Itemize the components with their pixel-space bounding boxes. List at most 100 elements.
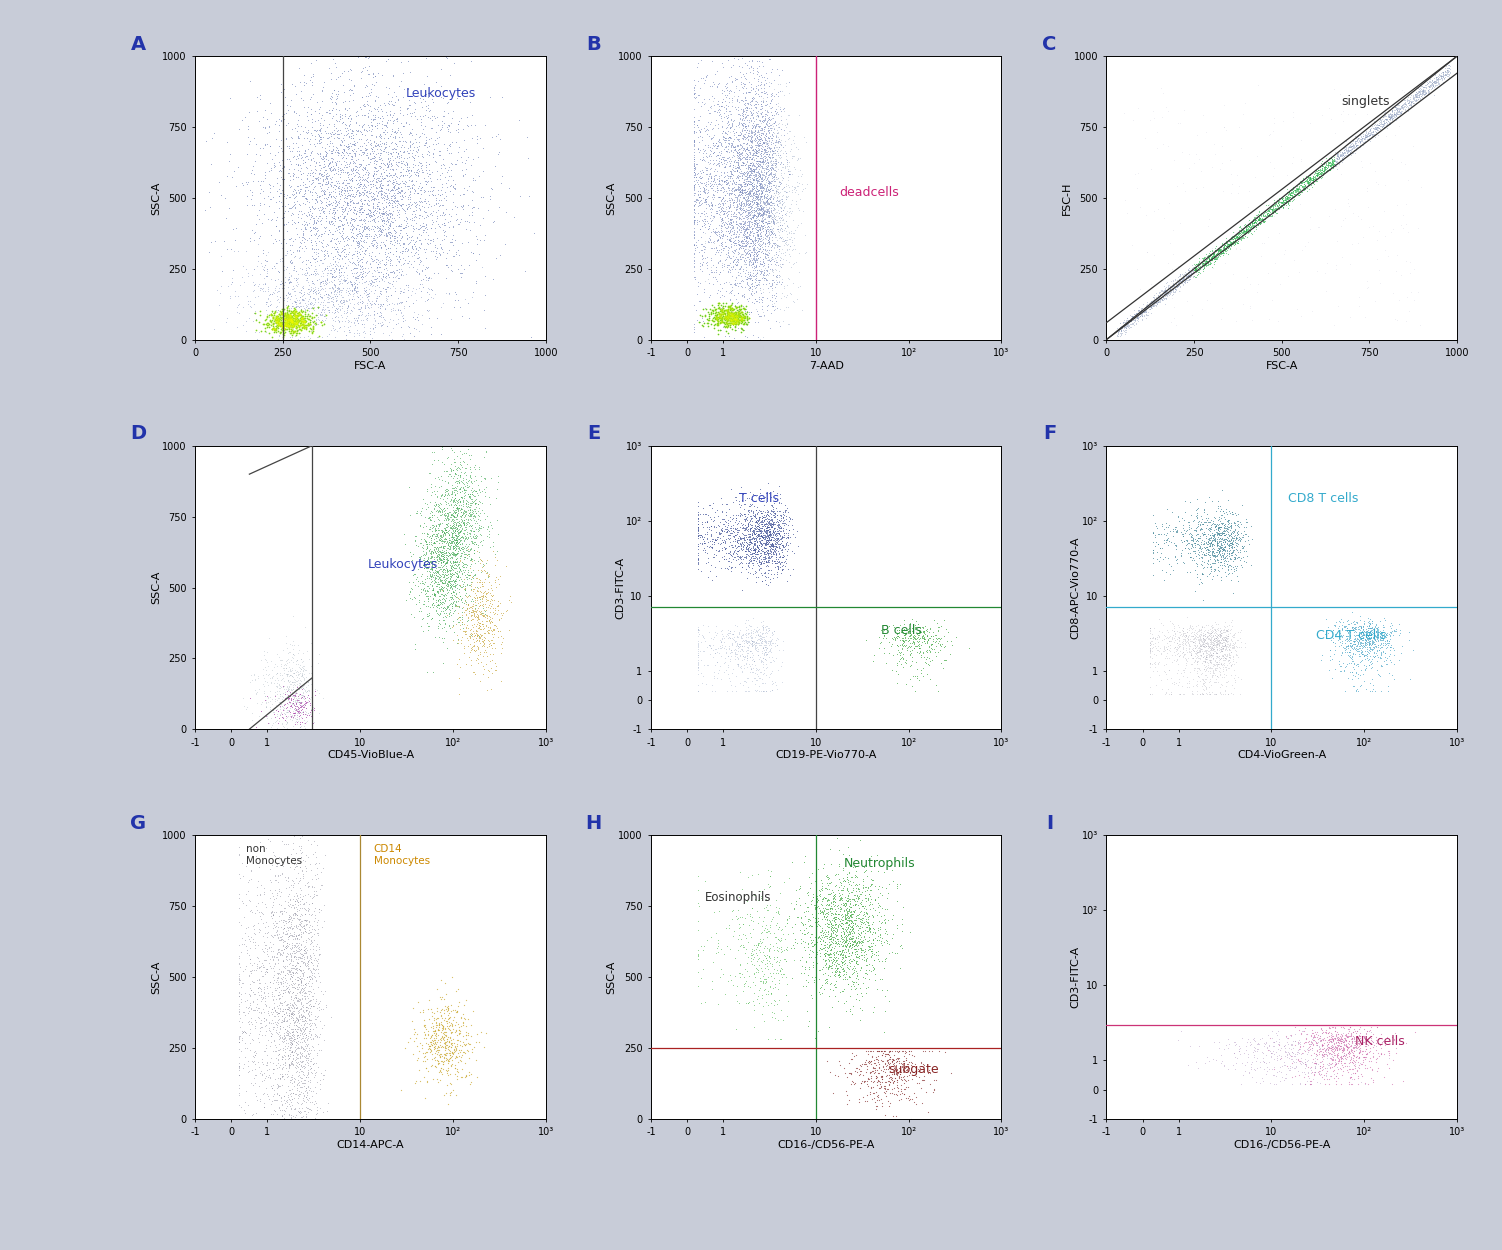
Point	[1185, 518, 1209, 538]
Point	[1209, 645, 1233, 665]
Point	[1217, 538, 1241, 558]
Point	[306, 299, 330, 319]
Point	[760, 234, 784, 254]
Point	[270, 904, 294, 924]
Point	[287, 691, 311, 711]
Point	[834, 969, 858, 989]
Point	[416, 548, 440, 568]
Point	[261, 996, 285, 1016]
Point	[415, 1049, 439, 1069]
Point	[294, 318, 318, 338]
Point	[1295, 168, 1319, 187]
Point	[759, 640, 783, 660]
Point	[740, 545, 765, 565]
Point	[285, 312, 309, 332]
Point	[302, 213, 326, 232]
Point	[335, 194, 359, 214]
Point	[828, 964, 852, 984]
Point	[760, 222, 784, 243]
Point	[1350, 625, 1374, 645]
Point	[1355, 658, 1379, 678]
Point	[354, 224, 379, 244]
Point	[431, 549, 455, 569]
Point	[263, 320, 287, 340]
Point	[719, 174, 743, 194]
Point	[457, 594, 481, 614]
Point	[1125, 302, 1149, 322]
Point	[1215, 238, 1239, 258]
Point	[342, 228, 366, 248]
Point	[861, 1089, 885, 1109]
Point	[353, 46, 377, 66]
Point	[820, 931, 844, 951]
Point	[892, 630, 916, 650]
Point	[1154, 681, 1178, 701]
Point	[1194, 645, 1218, 665]
Point	[731, 188, 756, 208]
Point	[464, 525, 488, 545]
Point	[284, 1109, 308, 1129]
Point	[742, 244, 766, 264]
Point	[721, 246, 745, 266]
Point	[273, 965, 297, 985]
Point	[341, 201, 365, 221]
Point	[448, 465, 472, 485]
Point	[386, 190, 410, 210]
Point	[287, 241, 311, 261]
Point	[718, 311, 742, 331]
Point	[303, 1109, 327, 1129]
Point	[1355, 656, 1379, 676]
Point	[287, 145, 311, 165]
Point	[329, 292, 353, 312]
Point	[743, 131, 768, 151]
Point	[300, 996, 324, 1016]
Point	[1146, 621, 1170, 641]
Point	[252, 274, 276, 294]
Point	[1214, 231, 1238, 251]
Point	[743, 135, 768, 155]
Point	[270, 1049, 294, 1069]
Point	[763, 991, 787, 1011]
Point	[1202, 648, 1226, 668]
Point	[912, 631, 936, 651]
Point	[1182, 261, 1206, 281]
Point	[1235, 546, 1259, 566]
Point	[257, 719, 281, 739]
Point	[840, 929, 864, 949]
Point	[1272, 1042, 1296, 1062]
Point	[1197, 254, 1221, 274]
Point	[261, 176, 285, 196]
Point	[404, 1070, 428, 1090]
Point	[1340, 1032, 1364, 1052]
Point	[1419, 71, 1443, 91]
Point	[765, 948, 789, 968]
Point	[369, 232, 394, 253]
Point	[320, 260, 344, 280]
Point	[1341, 639, 1365, 659]
Point	[273, 1046, 297, 1066]
Point	[1208, 544, 1232, 564]
Point	[1344, 620, 1368, 640]
Point	[469, 601, 493, 621]
Point	[721, 170, 745, 190]
Point	[1227, 220, 1251, 240]
Point	[721, 312, 745, 332]
Point	[766, 515, 790, 535]
Point	[1344, 135, 1368, 155]
Point	[323, 159, 347, 179]
Point	[753, 538, 777, 558]
Point	[279, 689, 303, 709]
Point	[762, 200, 786, 220]
Point	[472, 575, 496, 595]
Point	[1316, 1045, 1340, 1065]
Point	[743, 140, 768, 160]
Point	[1299, 1020, 1323, 1040]
Point	[1220, 518, 1244, 538]
Point	[1326, 630, 1350, 650]
Point	[1241, 217, 1265, 238]
Point	[1205, 634, 1229, 654]
Point	[290, 314, 314, 334]
Point	[739, 91, 763, 111]
Point	[1434, 60, 1458, 80]
Point	[1325, 1029, 1349, 1049]
